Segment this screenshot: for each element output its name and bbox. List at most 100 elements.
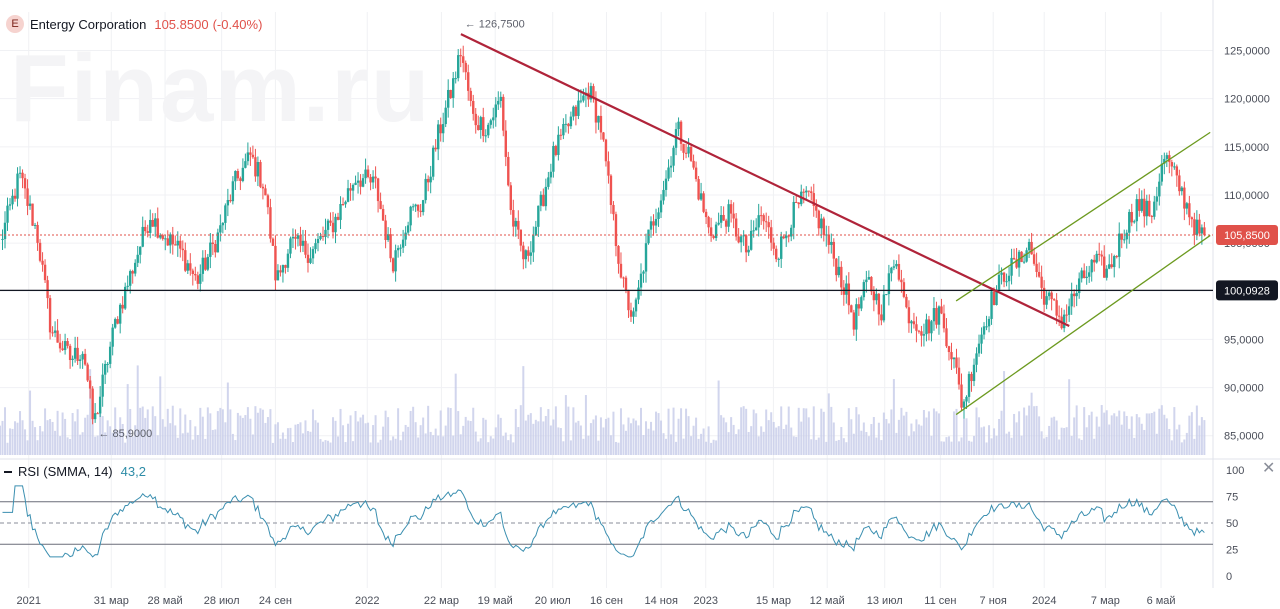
candle-body: [729, 204, 733, 214]
volume-bar: [860, 430, 863, 455]
candle-body: [935, 308, 938, 325]
candle-body: [744, 235, 748, 253]
volume-bar: [1110, 415, 1113, 455]
candle-body: [647, 229, 650, 244]
volume-bar: [294, 424, 297, 455]
volume-bar: [1000, 410, 1003, 455]
candle-body: [572, 106, 575, 117]
rsi-tick-label: 75: [1226, 492, 1238, 504]
candle-body: [1118, 233, 1121, 257]
volume-bar: [1078, 438, 1081, 455]
volume-bar: [592, 419, 595, 455]
candle-body: [1158, 181, 1161, 197]
candle-body: [226, 200, 230, 206]
candle-body: [269, 207, 272, 239]
candle-body: [614, 214, 618, 247]
candle-body: [732, 213, 735, 219]
candle-body: [261, 186, 265, 189]
volume-bar: [762, 431, 765, 455]
volume-bar: [507, 440, 510, 455]
candle-body: [51, 332, 54, 334]
volume-bar: [988, 425, 991, 455]
volume-bar: [1118, 410, 1121, 455]
candle-body: [472, 100, 475, 114]
volume-bar: [617, 442, 620, 455]
volume-bar: [745, 408, 748, 455]
candle-body: [654, 218, 658, 226]
volume-bar: [387, 417, 390, 455]
volume-bar: [722, 417, 725, 455]
volume-bar: [983, 426, 986, 455]
candle-body: [714, 224, 718, 239]
candle-body: [532, 235, 535, 253]
volume-bar: [1145, 413, 1148, 455]
volume-bar: [201, 416, 204, 455]
candle-body: [962, 401, 966, 408]
candle-body: [870, 276, 873, 292]
candle-body: [792, 201, 795, 228]
volume-bar: [765, 409, 768, 455]
candle-body: [987, 318, 991, 327]
volume-bar: [790, 427, 793, 455]
candle-body: [379, 201, 382, 209]
rsi-value: 43,2: [120, 464, 146, 479]
volume-bar: [271, 442, 274, 455]
candle-body: [149, 219, 152, 233]
candle-body: [161, 235, 164, 240]
candle-body: [83, 353, 87, 365]
candle-body: [316, 238, 320, 244]
candle-body: [604, 139, 608, 162]
volume-bar: [842, 438, 845, 455]
candle-body: [822, 218, 825, 236]
volume-bar: [131, 436, 134, 455]
volume-bar: [166, 408, 169, 455]
volume-bar: [464, 416, 467, 455]
candle-body: [1170, 162, 1174, 167]
candle-body: [724, 220, 728, 227]
volume-bar: [367, 422, 370, 455]
time-tick-label: 22 мар: [424, 595, 459, 607]
volume-bar: [1158, 408, 1161, 455]
candle-body: [717, 222, 720, 225]
volume-bar: [604, 418, 607, 455]
volume-bar: [717, 380, 720, 455]
volume-bar: [1175, 429, 1178, 455]
symbol-badge: E: [6, 15, 24, 33]
volume-bar: [1075, 405, 1078, 455]
volume-bar: [447, 407, 450, 455]
indicator-toggle-icon[interactable]: [4, 470, 12, 473]
candle-body: [727, 204, 730, 227]
volume-bar: [757, 436, 760, 455]
candle-body: [624, 277, 628, 291]
volume-bar: [897, 419, 900, 455]
volume-bar: [877, 422, 880, 455]
volume-bar: [89, 369, 92, 455]
candle-body: [1185, 203, 1189, 209]
candle-body: [452, 78, 455, 98]
close-icon[interactable]: ✕: [1262, 460, 1276, 477]
candle-body: [489, 120, 492, 125]
candle-body: [970, 373, 973, 382]
volume-bar: [1128, 428, 1131, 455]
channel-upper-line: [955, 131, 1211, 302]
volume-bar: [251, 434, 254, 455]
volume-bar: [384, 410, 387, 455]
volume-bar: [657, 413, 660, 455]
volume-bar: [855, 407, 858, 455]
volume-bar: [462, 425, 465, 455]
candle-body: [426, 178, 430, 183]
candle-body: [1067, 306, 1071, 315]
volume-bar: [885, 419, 888, 455]
candle-body: [266, 195, 270, 208]
volume-bar: [169, 423, 172, 455]
volume-bar: [687, 416, 690, 455]
candle-body: [1200, 227, 1204, 234]
candle-body: [111, 327, 114, 347]
candle-body: [852, 312, 856, 330]
symbol-name[interactable]: Entergy Corporation: [30, 16, 147, 32]
volume-bar: [1198, 425, 1201, 455]
volume-bar: [732, 424, 735, 455]
candle-body: [702, 193, 705, 212]
volume-bar: [1085, 427, 1088, 455]
